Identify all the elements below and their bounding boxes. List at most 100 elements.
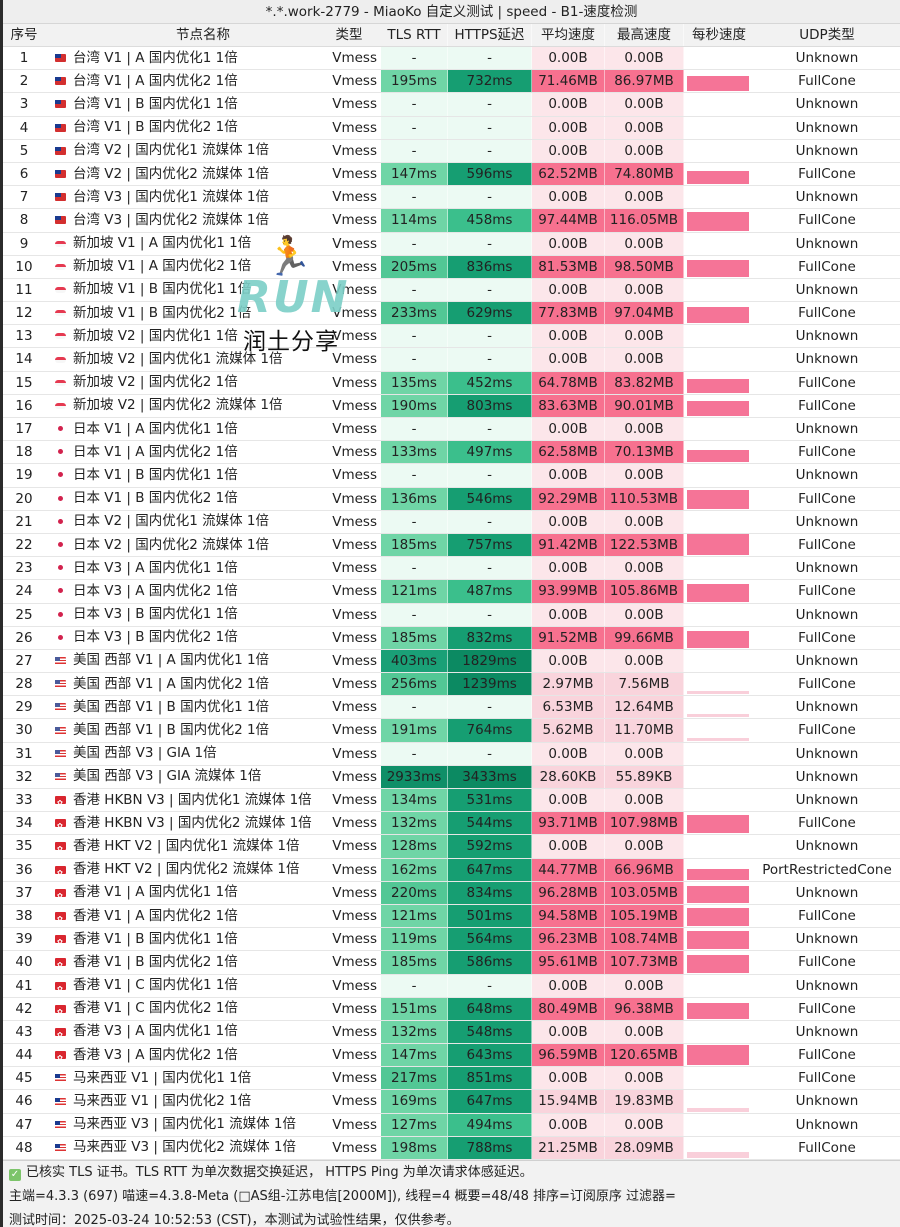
header-index[interactable]: 序号	[10, 27, 38, 43]
header-udp-type[interactable]: UDP类型	[799, 27, 855, 43]
table-row[interactable]: 34 香港 HKBN V3 | 国内优化2 流媒体 1倍 Vmess132ms544…	[3, 812, 900, 836]
node-name: 日本 V1 | B 国内优化2 1倍	[73, 490, 238, 507]
table-row[interactable]: 41香港 V1 | C 国内优化1 1倍Vmess--0.00B0.00BUnk…	[3, 974, 900, 998]
sparkline-bar	[687, 714, 749, 718]
node-name-cell: 香港 V1 | B 国内优化2 1倍	[45, 951, 321, 974]
table-row[interactable]: 5 台湾 V2 | 国内优化1 流媒体 1倍 Vmess - -0.00B 0.00B Un…	[3, 139, 900, 163]
header-tls-rtt[interactable]: TLS RTT	[381, 24, 448, 46]
node-name: 新加坡 V2 | 国内优化2 流媒体 1倍	[73, 397, 283, 414]
table-row[interactable]: 37 香港 V1 | A 国内优化1 1倍 Vmess220ms834ms96.28…	[3, 881, 900, 905]
table-row[interactable]: 11 新加坡 V1 | B 国内优化1 1倍 Vmess - -0.00B 0.00B Un…	[3, 278, 900, 303]
table-row[interactable]: 21 日本 V2 | 国内优化1 流媒体 1倍 Vmess - -0.00B 0.00B U…	[3, 510, 900, 534]
https-latency-cell: -	[448, 116, 532, 139]
table-row[interactable]: 28 美国 西部 V1 | A 国内优化2 1倍 Vmess 256ms 1239ms 2…	[3, 673, 900, 697]
table-row[interactable]: 19 日本 V1 | B 国内优化1 1倍 Vmess - -0.00B 0.00B Unk…	[3, 464, 900, 488]
flag-hk-icon	[55, 862, 66, 881]
table-row[interactable]: 39 香港 V1 | B 国内优化1 1倍 Vmess119ms564ms96.23…	[3, 928, 900, 952]
row-index: 30	[15, 722, 33, 739]
node-type: Vmess	[332, 1047, 377, 1064]
table-row[interactable]: 31 美国 西部 V3 | GIA 1倍 Vmess - -0.00B 0.00B Unkn…	[3, 742, 900, 766]
table-row[interactable]: 8 台湾 V3 | 国内优化2 流媒体 1倍 Vmess 114ms 458ms 97.4…	[3, 209, 900, 233]
node-name-cell: 香港 V1 | B 国内优化1 1倍	[45, 928, 321, 950]
table-row[interactable]: 6 台湾 V2 | 国内优化2 流媒体 1倍 Vmess 147ms 596ms 62.5…	[3, 162, 900, 187]
row-index: 24	[15, 583, 33, 600]
table-row[interactable]: 30 美国 西部 V1 | B 国内优化2 1倍 Vmess 191ms 764ms 5.…	[3, 719, 900, 743]
table-row[interactable]: 12 新加坡 V1 | B 国内优化2 1倍 Vmess 233ms 629ms 77.8…	[3, 302, 900, 326]
header-max-speed[interactable]: 最高速度	[605, 24, 684, 46]
node-name: 新加坡 V1 | A 国内优化1 1倍	[73, 235, 252, 252]
flag-us-icon	[55, 749, 66, 758]
table-row[interactable]: 33 香港 HKBN V3 | 国内优化1 流媒体 1倍 Vmess134ms531…	[3, 789, 900, 813]
avg-speed-cell: 0.00B	[532, 47, 605, 70]
max-speed-cell: 107.73MB	[605, 951, 684, 974]
node-name-cell: 香港 V3 | A 国内优化2 1倍	[45, 1044, 321, 1066]
table-row[interactable]: 1 台湾 V1 | A 国内优化1 1倍 Vmess - -0.00B 0.00B Unkn…	[3, 47, 900, 71]
per-second-sparkline	[684, 975, 754, 997]
table-row[interactable]: 4 台湾 V1 | B 国内优化2 1倍 Vmess - -0.00B 0.00B Unkn…	[3, 116, 900, 140]
row-index: 31	[15, 745, 33, 762]
max-speed-cell: 19.83MB	[605, 1090, 684, 1113]
table-row[interactable]: 23 日本 V3 | A 国内优化1 1倍 Vmess - -0.00B 0.00B Unk…	[3, 557, 900, 581]
avg-speed-cell: 0.00B	[532, 232, 605, 255]
header-type[interactable]: 类型	[335, 27, 363, 43]
table-row[interactable]: 44 香港 V3 | A 国内优化2 1倍 Vmess147ms643ms96.59…	[3, 1044, 900, 1068]
table-row[interactable]: 2 台湾 V1 | A 国内优化2 1倍 Vmess 195ms 732ms 71.46M…	[3, 70, 900, 94]
node-type: Vmess	[332, 884, 377, 901]
table-row[interactable]: 25 日本 V3 | B 国内优化1 1倍 Vmess - -0.00B 0.00B Unk…	[3, 603, 900, 627]
table-row[interactable]: 14 新加坡 V2 | 国内优化1 流媒体 1倍 Vmess - -0.00B 0.00B…	[3, 348, 900, 372]
node-name: 香港 HKBN V3 | 国内优化2 流媒体 1倍	[73, 814, 312, 831]
node-name-cell: 台湾 V1 | A 国内优化2 1倍	[45, 70, 321, 92]
table-row[interactable]: 46 马来西亚 V1 | 国内优化2 1倍 Vmess 169ms 647ms 15.94…	[3, 1090, 900, 1114]
table-row[interactable]: 13 新加坡 V2 | 国内优化1 1倍 Vmess - -0.00B 0.00B Unkn…	[3, 325, 900, 349]
table-row[interactable]: 7 台湾 V3 | 国内优化1 流媒体 1倍 Vmess - -0.00B 0.00B Un…	[3, 186, 900, 210]
tls-rtt-cell: 256ms	[381, 673, 448, 696]
header-avg-speed[interactable]: 平均速度	[532, 24, 605, 46]
max-speed-cell: 7.56MB	[605, 673, 684, 696]
table-row[interactable]: 40 香港 V1 | B 国内优化2 1倍 Vmess185ms586ms95.61…	[3, 951, 900, 975]
table-row[interactable]: 18 日本 V1 | A 国内优化2 1倍 Vmess 133ms 497ms 62.58…	[3, 441, 900, 465]
table-row[interactable]: 32 美国 西部 V3 | GIA 流媒体 1倍 Vmess 2933ms 3433ms…	[3, 765, 900, 789]
node-type: Vmess	[332, 768, 377, 785]
table-row[interactable]: 9 新加坡 V1 | A 国内优化1 1倍 Vmess - -0.00B 0.00B Unk…	[3, 232, 900, 256]
https-latency-cell: -	[448, 139, 532, 162]
window-title: *.*.work-2779 - MiaoKo 自定义测试 | speed - B…	[3, 0, 900, 24]
table-row[interactable]: 26 日本 V3 | B 国内优化2 1倍 Vmess 185ms 832ms 91.52…	[3, 626, 900, 650]
tls-rtt-cell: 169ms	[381, 1090, 448, 1113]
table-row[interactable]: 42 香港 V1 | C 国内优化2 1倍 Vmess151ms648ms80.49…	[3, 997, 900, 1021]
table-row[interactable]: 20 日本 V1 | B 国内优化2 1倍 Vmess 136ms 546ms 92.29…	[3, 487, 900, 511]
table-row[interactable]: 24 日本 V3 | A 国内优化2 1倍 Vmess 121ms 487ms 93.99…	[3, 580, 900, 604]
flag-sg-icon	[55, 402, 66, 409]
udp-type-cell: Unknown	[795, 931, 859, 948]
flag-hk-icon	[55, 885, 66, 904]
node-name-cell: 日本 V3 | A 国内优化2 1倍	[45, 580, 321, 602]
tls-rtt-cell: 121ms	[381, 580, 448, 603]
table-row[interactable]: 43香港 V3 | A 国内优化1 1倍Vmess132ms548ms0.00B…	[3, 1020, 900, 1045]
table-row[interactable]: 29 美国 西部 V1 | B 国内优化1 1倍 Vmess - -6.53MB 12.6…	[3, 696, 900, 720]
table-row[interactable]: 36 香港 HKT V2 | 国内优化2 流媒体 1倍 Vmess162ms647m…	[3, 858, 900, 882]
tls-rtt-cell: 190ms	[381, 394, 448, 417]
avg-speed-cell: 5.62MB	[532, 719, 605, 742]
table-row[interactable]: 47 马来西亚 V3 | 国内优化1 流媒体 1倍 Vmess 127ms 494ms 0…	[3, 1113, 900, 1137]
avg-speed-cell: 97.44MB	[532, 209, 605, 232]
table-row[interactable]: 38 香港 V1 | A 国内优化2 1倍 Vmess121ms501ms94.58…	[3, 904, 900, 929]
table-row[interactable]: 3 台湾 V1 | B 国内优化1 1倍 Vmess - -0.00B 0.00B Unkn…	[3, 93, 900, 117]
per-second-sparkline	[684, 719, 754, 741]
row-index: 25	[15, 606, 33, 623]
table-row[interactable]: 22 日本 V2 | 国内优化2 流媒体 1倍 Vmess 185ms 757ms 91.…	[3, 533, 900, 558]
header-node-name[interactable]: 节点名称	[176, 27, 230, 43]
udp-type-cell: FullCone	[798, 815, 856, 832]
udp-type-cell: FullCone	[798, 722, 856, 739]
tls-rtt-cell: 185ms	[381, 951, 448, 974]
table-row[interactable]: 16 新加坡 V2 | 国内优化2 流媒体 1倍 Vmess 190ms 803ms 83…	[3, 394, 900, 418]
table-row[interactable]: 27 美国 西部 V1 | A 国内优化1 1倍 Vmess 403ms 1829ms 0…	[3, 649, 900, 674]
table-row[interactable]: 10 新加坡 V1 | A 国内优化2 1倍 Vmess 205ms 836ms 81.5…	[3, 255, 900, 279]
tls-rtt-cell: 185ms	[381, 533, 448, 557]
table-row[interactable]: 45 马来西亚 V1 | 国内优化1 1倍 Vmess 217ms 851ms 0.00B…	[3, 1067, 900, 1091]
header-per-second-speed[interactable]: 每秒速度	[692, 27, 746, 43]
table-row[interactable]: 17 日本 V1 | A 国内优化1 1倍 Vmess - -0.00B 0.00B Unk…	[3, 418, 900, 442]
table-row[interactable]: 15 新加坡 V2 | 国内优化2 1倍 Vmess 135ms 452ms 64.78M…	[3, 371, 900, 395]
table-row[interactable]: 48 马来西亚 V3 | 国内优化2 流媒体 1倍 Vmess 198ms 788ms 2…	[3, 1136, 900, 1160]
row-index: 20	[15, 490, 33, 507]
header-https-latency[interactable]: HTTPS延迟	[448, 24, 532, 46]
table-row[interactable]: 35 香港 HKT V2 | 国内优化1 流媒体 1倍 Vmess128ms592m…	[3, 835, 900, 859]
